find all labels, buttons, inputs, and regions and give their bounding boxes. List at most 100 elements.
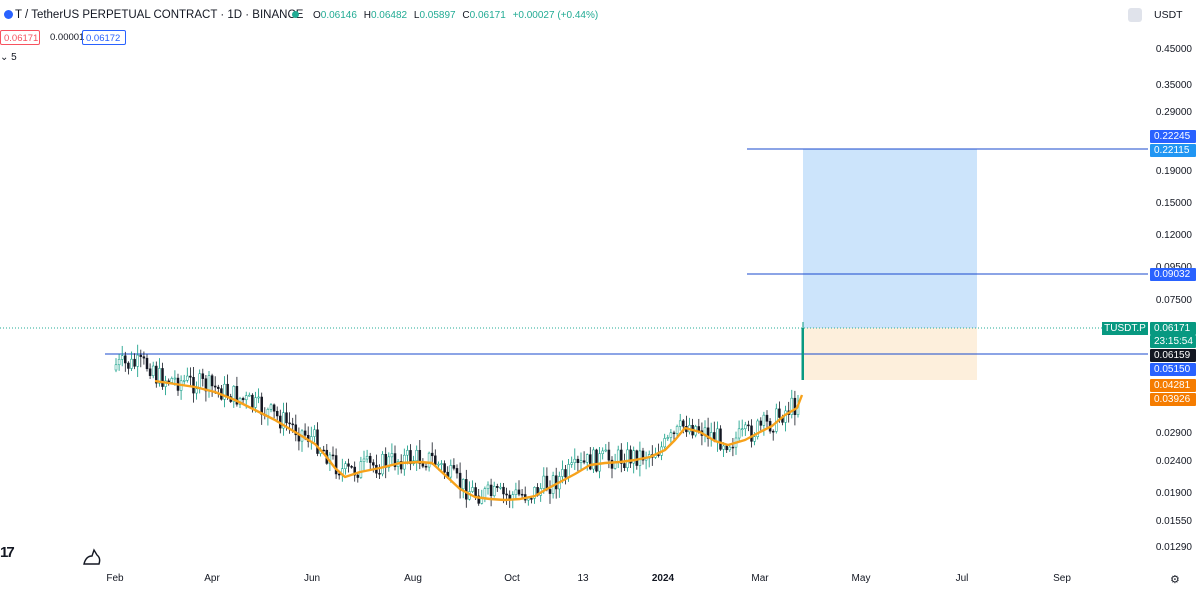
candle[interactable] [437, 463, 440, 466]
candle[interactable] [331, 454, 335, 457]
symbol-title[interactable]: T / TetherUS PERPETUAL CONTRACT · 1D · B… [4, 9, 303, 21]
candle[interactable] [589, 454, 592, 470]
candle[interactable] [201, 373, 205, 379]
candle[interactable] [182, 380, 186, 382]
candle[interactable] [424, 465, 428, 468]
candle[interactable] [598, 453, 601, 472]
candle[interactable] [272, 404, 276, 412]
candle[interactable] [356, 474, 360, 478]
candle[interactable] [629, 449, 632, 464]
candle[interactable] [257, 396, 260, 399]
candle[interactable] [533, 487, 536, 499]
candle[interactable] [217, 386, 220, 389]
candle[interactable] [517, 489, 521, 495]
candle[interactable] [114, 364, 118, 371]
candle[interactable] [210, 375, 214, 387]
gear-icon[interactable]: ⚙ [1170, 574, 1180, 586]
candle[interactable] [672, 432, 676, 435]
candle[interactable] [421, 463, 425, 467]
candle[interactable] [666, 437, 670, 439]
candle[interactable] [616, 449, 620, 463]
candle[interactable] [576, 458, 580, 463]
candle[interactable] [213, 385, 217, 388]
candle[interactable] [158, 368, 161, 384]
candle[interactable] [604, 449, 608, 452]
candle[interactable] [387, 456, 391, 468]
buy-button[interactable]: 0.06172 [82, 30, 126, 45]
candle[interactable] [561, 469, 564, 477]
candle[interactable] [620, 449, 623, 464]
candle[interactable] [477, 495, 480, 504]
candle[interactable] [133, 358, 136, 367]
candle[interactable] [195, 388, 198, 394]
candle[interactable] [595, 449, 598, 472]
candle[interactable] [750, 425, 753, 442]
candle[interactable] [744, 424, 747, 430]
candle[interactable] [136, 354, 139, 367]
candle[interactable] [372, 462, 375, 466]
candle[interactable] [269, 404, 273, 410]
candle[interactable] [465, 479, 468, 500]
candle[interactable] [189, 375, 192, 378]
candle[interactable] [502, 486, 505, 495]
candle[interactable] [124, 355, 127, 364]
candle[interactable] [564, 469, 567, 478]
candle[interactable] [430, 452, 434, 457]
currency-toggle-icon[interactable] [1128, 8, 1142, 22]
candle[interactable] [291, 423, 294, 426]
candle[interactable] [657, 454, 660, 456]
candle[interactable] [474, 487, 477, 497]
candle[interactable] [362, 458, 366, 462]
candle[interactable] [567, 464, 570, 478]
candle[interactable] [235, 386, 239, 405]
candle[interactable] [130, 358, 133, 369]
tradingview-logo-icon[interactable]: 17 [0, 544, 15, 561]
candle[interactable] [248, 394, 251, 397]
candle[interactable] [492, 485, 496, 497]
candle[interactable] [368, 455, 372, 463]
candle[interactable] [142, 356, 146, 359]
candle[interactable] [353, 466, 356, 476]
candle[interactable] [207, 375, 211, 392]
candle[interactable] [139, 354, 143, 357]
candle[interactable] [762, 414, 766, 426]
candle[interactable] [632, 450, 635, 464]
candle[interactable] [753, 436, 756, 442]
candle[interactable] [275, 410, 279, 417]
candle[interactable] [313, 429, 316, 437]
candle[interactable] [520, 493, 524, 496]
candle[interactable] [285, 412, 288, 424]
candle[interactable] [461, 479, 465, 490]
candle[interactable] [570, 462, 573, 465]
last-candle[interactable] [801, 328, 805, 380]
candle[interactable] [170, 378, 174, 383]
candle[interactable] [759, 420, 763, 426]
candle[interactable] [117, 359, 121, 366]
candle[interactable] [266, 409, 270, 416]
candle[interactable] [697, 426, 701, 431]
candle[interactable] [322, 449, 325, 452]
target-zone[interactable] [803, 149, 977, 328]
candle[interactable] [530, 498, 533, 500]
candle[interactable] [198, 373, 201, 390]
candle[interactable] [427, 452, 431, 468]
candle[interactable] [254, 397, 257, 408]
candle[interactable] [579, 460, 583, 463]
candle[interactable] [548, 489, 552, 494]
candle[interactable] [303, 430, 307, 436]
candle[interactable] [471, 487, 474, 492]
candle[interactable] [678, 420, 682, 427]
candle[interactable] [347, 463, 350, 467]
candle[interactable] [288, 422, 291, 425]
candle[interactable] [582, 460, 586, 463]
candle[interactable] [381, 453, 384, 475]
candle[interactable] [409, 450, 412, 465]
candle[interactable] [251, 394, 254, 408]
candle[interactable] [378, 472, 381, 475]
candle[interactable] [399, 461, 403, 470]
candle[interactable] [127, 362, 130, 369]
candle[interactable] [316, 429, 319, 454]
candle[interactable] [756, 420, 759, 437]
market-status-icon[interactable] [292, 11, 299, 18]
candle[interactable] [455, 468, 459, 474]
